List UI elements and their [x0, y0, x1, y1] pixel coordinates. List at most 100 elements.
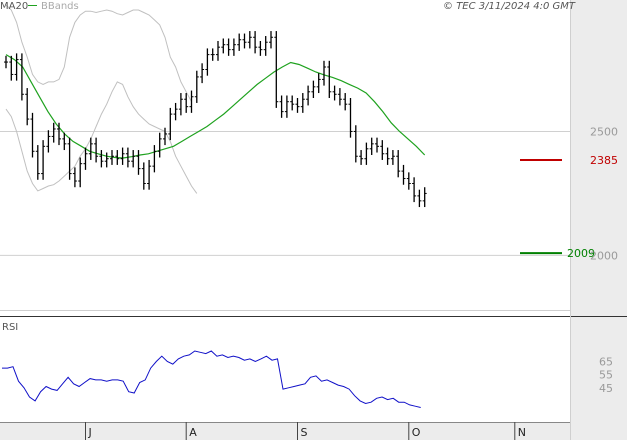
x-tick-label: J — [88, 426, 92, 439]
price-bar — [184, 93, 189, 113]
price-bar — [189, 90, 194, 113]
price-bar — [125, 147, 130, 168]
price-bar — [152, 145, 157, 173]
price-bar — [110, 150, 114, 165]
support-label: 2009 — [567, 247, 595, 260]
price-bar — [343, 93, 348, 111]
price-bar — [120, 147, 125, 165]
x-tick-label: O — [412, 426, 421, 439]
price-bar — [30, 112, 35, 158]
price-bar — [311, 80, 316, 98]
price-bar — [83, 147, 88, 170]
price-bar — [306, 85, 311, 106]
price-bars — [4, 31, 427, 208]
rsi-tick-label: 55 — [599, 369, 613, 382]
price-bar — [274, 31, 279, 108]
price-bar — [401, 164, 406, 185]
support-resistance-levels: 2385 2009 — [520, 154, 618, 260]
price-bar — [88, 137, 93, 160]
price-bar — [216, 40, 220, 61]
price-bar — [253, 31, 258, 54]
upper-band-line — [5, 4, 192, 102]
x-tick-label: N — [518, 426, 526, 439]
price-bar — [247, 31, 252, 49]
price-bar — [9, 55, 14, 81]
price-bar — [396, 150, 401, 178]
price-bar — [194, 70, 199, 103]
price-bar — [51, 122, 56, 143]
price-bar — [327, 60, 332, 98]
price-bar — [131, 150, 136, 168]
price-bar — [242, 33, 247, 49]
price-bar — [390, 150, 395, 165]
ma20-line-group — [5, 54, 426, 159]
price-bar — [412, 177, 417, 203]
price-bar — [231, 38, 236, 56]
price-bar — [205, 48, 210, 76]
price-bar — [322, 60, 326, 86]
price-bar — [417, 189, 422, 208]
price-bar — [94, 137, 99, 163]
price-bar — [141, 162, 146, 190]
price-bar — [380, 140, 385, 160]
copyright-watermark: © TEC 3/11/2024 4:0 GMT — [443, 1, 576, 12]
legend-bbands: BBands — [41, 1, 79, 12]
rsi-line — [2, 350, 421, 408]
price-bar — [62, 132, 67, 151]
price-bar — [19, 53, 24, 101]
price-bar — [221, 38, 226, 54]
price-bar — [284, 95, 289, 118]
price-bar — [72, 167, 77, 188]
price-bar — [353, 125, 358, 163]
price-bar — [210, 48, 215, 61]
price-bar — [369, 137, 374, 155]
price-bar — [364, 142, 369, 165]
price-bar — [46, 130, 51, 153]
price-bar — [104, 152, 109, 168]
price-bar — [375, 137, 379, 153]
price-bar — [385, 147, 390, 165]
ma20-line — [5, 54, 426, 159]
price-bar — [115, 150, 120, 165]
price-tick-label: 2500 — [590, 125, 618, 138]
price-bar — [41, 140, 46, 180]
price-bar — [226, 38, 231, 56]
right-axis-panel — [570, 0, 627, 440]
resistance-label: 2385 — [590, 154, 618, 167]
price-bar — [237, 33, 242, 51]
price-bar — [348, 97, 353, 138]
price-gridlines — [0, 130, 570, 256]
price-bar — [337, 88, 342, 106]
price-bar — [332, 85, 337, 101]
price-bar — [67, 137, 72, 180]
price-bar — [163, 127, 167, 146]
price-bar — [25, 88, 30, 126]
price-bar — [406, 172, 411, 190]
price-tick-label: 2000 — [590, 249, 618, 262]
price-bar — [258, 40, 263, 56]
price-bar — [200, 63, 205, 84]
price-bar — [14, 53, 19, 81]
x-tick-label: A — [189, 426, 197, 439]
price-bar — [168, 107, 173, 141]
rsi-tick-label: 45 — [599, 382, 613, 395]
price-bar — [422, 187, 427, 208]
price-panel — [0, 0, 570, 310]
bottom-axis-panel — [0, 422, 570, 440]
price-bar — [4, 55, 8, 69]
legend-ma20: MA20 — [0, 1, 28, 12]
rsi-tick-label: 65 — [599, 355, 613, 368]
rsi-line-group — [2, 350, 421, 408]
price-y-axis: 2000 2500 — [590, 125, 618, 262]
price-bar — [136, 150, 141, 175]
price-bar — [157, 132, 162, 158]
price-bar — [78, 157, 83, 188]
price-bar — [269, 31, 273, 49]
rsi-title: RSI — [2, 322, 18, 333]
x-tick-label: S — [301, 426, 308, 439]
price-bar — [295, 97, 300, 113]
price-bar — [359, 150, 364, 165]
